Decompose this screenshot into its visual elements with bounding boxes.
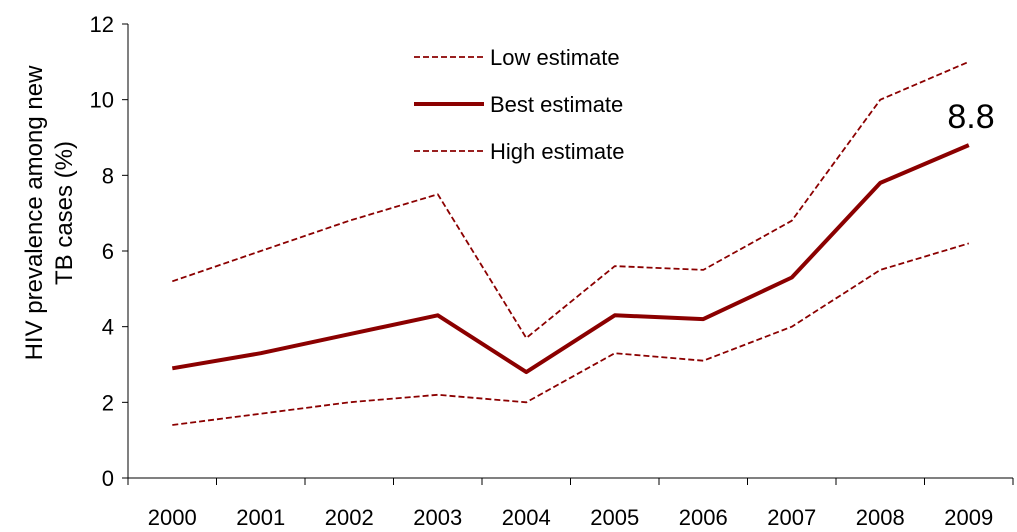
x-tick-labels: 2000 2001 2002 2003 2004 2005 2006 2007 2008 2009 [148, 505, 993, 530]
y-tick-label: 4 [102, 315, 114, 340]
x-tick-label: 2004 [502, 505, 551, 530]
y-tick-label: 10 [90, 88, 114, 113]
x-tick-label: 2008 [856, 505, 905, 530]
y-tick-label: 2 [102, 390, 114, 415]
y-tick-label: 0 [102, 466, 114, 491]
x-tick-label: 2001 [236, 505, 285, 530]
y-tick-label: 12 [90, 12, 114, 37]
legend-label: High estimate [490, 139, 625, 164]
y-tick-labels: 0 2 4 6 8 10 12 [90, 12, 114, 491]
x-tick-label: 2000 [148, 505, 197, 530]
y-axis-label-line-2: TB cases (%) [51, 141, 78, 285]
legend: Low estimate Best estimate High estimate [414, 45, 625, 164]
x-tick-label: 2009 [944, 505, 993, 530]
legend-label: Low estimate [490, 45, 620, 70]
x-tick-label: 2006 [679, 505, 728, 530]
x-tick-label: 2002 [325, 505, 374, 530]
y-tick-label: 6 [102, 239, 114, 264]
x-tick-label: 2003 [413, 505, 462, 530]
y-tick-label: 8 [102, 163, 114, 188]
x-tick-label: 2005 [590, 505, 639, 530]
series-line-best-estimate [172, 145, 969, 372]
series-line-high-estimate [172, 243, 969, 425]
x-tick-label: 2007 [767, 505, 816, 530]
best-estimate-2009-annotation: 8.8 [947, 98, 994, 136]
y-axis-label-line-1: HIV prevalence among new [21, 65, 48, 361]
legend-label: Best estimate [490, 92, 623, 117]
